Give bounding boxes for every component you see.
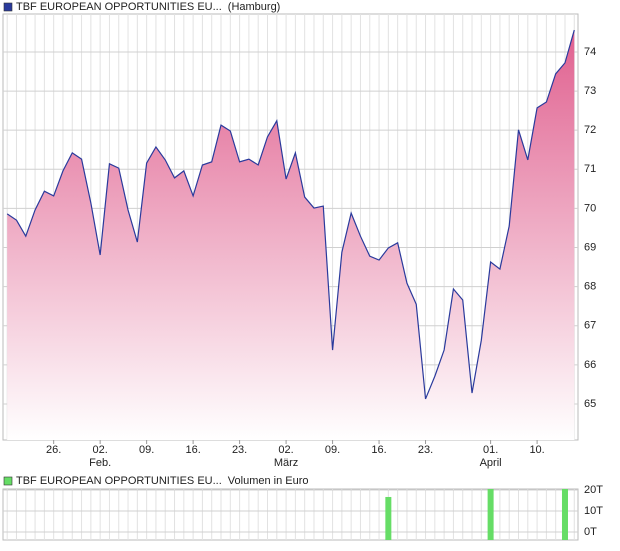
- price-line: [6, 29, 575, 400]
- x-tick-label: 16.: [185, 444, 200, 456]
- x-tick-label: 23.: [232, 444, 247, 456]
- y-tick-label: 10T: [584, 505, 603, 517]
- x-tick-label: 02.: [93, 444, 108, 456]
- legend-subtitle: (Hamburg): [228, 1, 281, 13]
- x-tick-label: 09.: [139, 444, 154, 456]
- y-tick-label: 67: [584, 320, 596, 332]
- y-tick-label: 20T: [584, 484, 603, 496]
- y-tick-label: 68: [584, 281, 596, 293]
- y-tick-label: 69: [584, 241, 596, 253]
- legend-swatch: [3, 2, 13, 12]
- plot-frame: [2, 488, 579, 541]
- x-tick-label: 16.: [371, 444, 386, 456]
- x-tick-label: 26.: [46, 444, 61, 456]
- legend-label: TBF EUROPEAN OPPORTUNITIES EU...: [16, 475, 222, 487]
- y-tick-label: 66: [584, 359, 596, 371]
- x-month-label: Feb.: [89, 457, 111, 469]
- volume-bar: [487, 489, 494, 540]
- y-tick-label: 73: [584, 85, 596, 97]
- x-tick-label: 10.: [529, 444, 544, 456]
- x-month-label: April: [480, 457, 502, 469]
- y-tick-label: 74: [584, 46, 596, 58]
- x-tick-label: 09.: [325, 444, 340, 456]
- legend-swatch: [3, 476, 13, 486]
- x-tick-label: 02.: [278, 444, 293, 456]
- x-tick-label: 23.: [418, 444, 433, 456]
- legend-subtitle: Volumen in Euro: [228, 475, 309, 487]
- y-tick-label: 65: [584, 398, 596, 410]
- y-tick-label: 72: [584, 124, 596, 136]
- y-tick-label: 70: [584, 202, 596, 214]
- legend-label: TBF EUROPEAN OPPORTUNITIES EU...: [16, 1, 222, 13]
- x-month-label: März: [274, 457, 298, 469]
- volume-bar: [385, 496, 392, 540]
- volume-bar: [561, 489, 568, 540]
- area-fill: [7, 30, 575, 440]
- y-tick-label: 71: [584, 163, 596, 175]
- x-tick-label: 01.: [483, 444, 498, 456]
- y-tick-label: 0T: [584, 526, 597, 538]
